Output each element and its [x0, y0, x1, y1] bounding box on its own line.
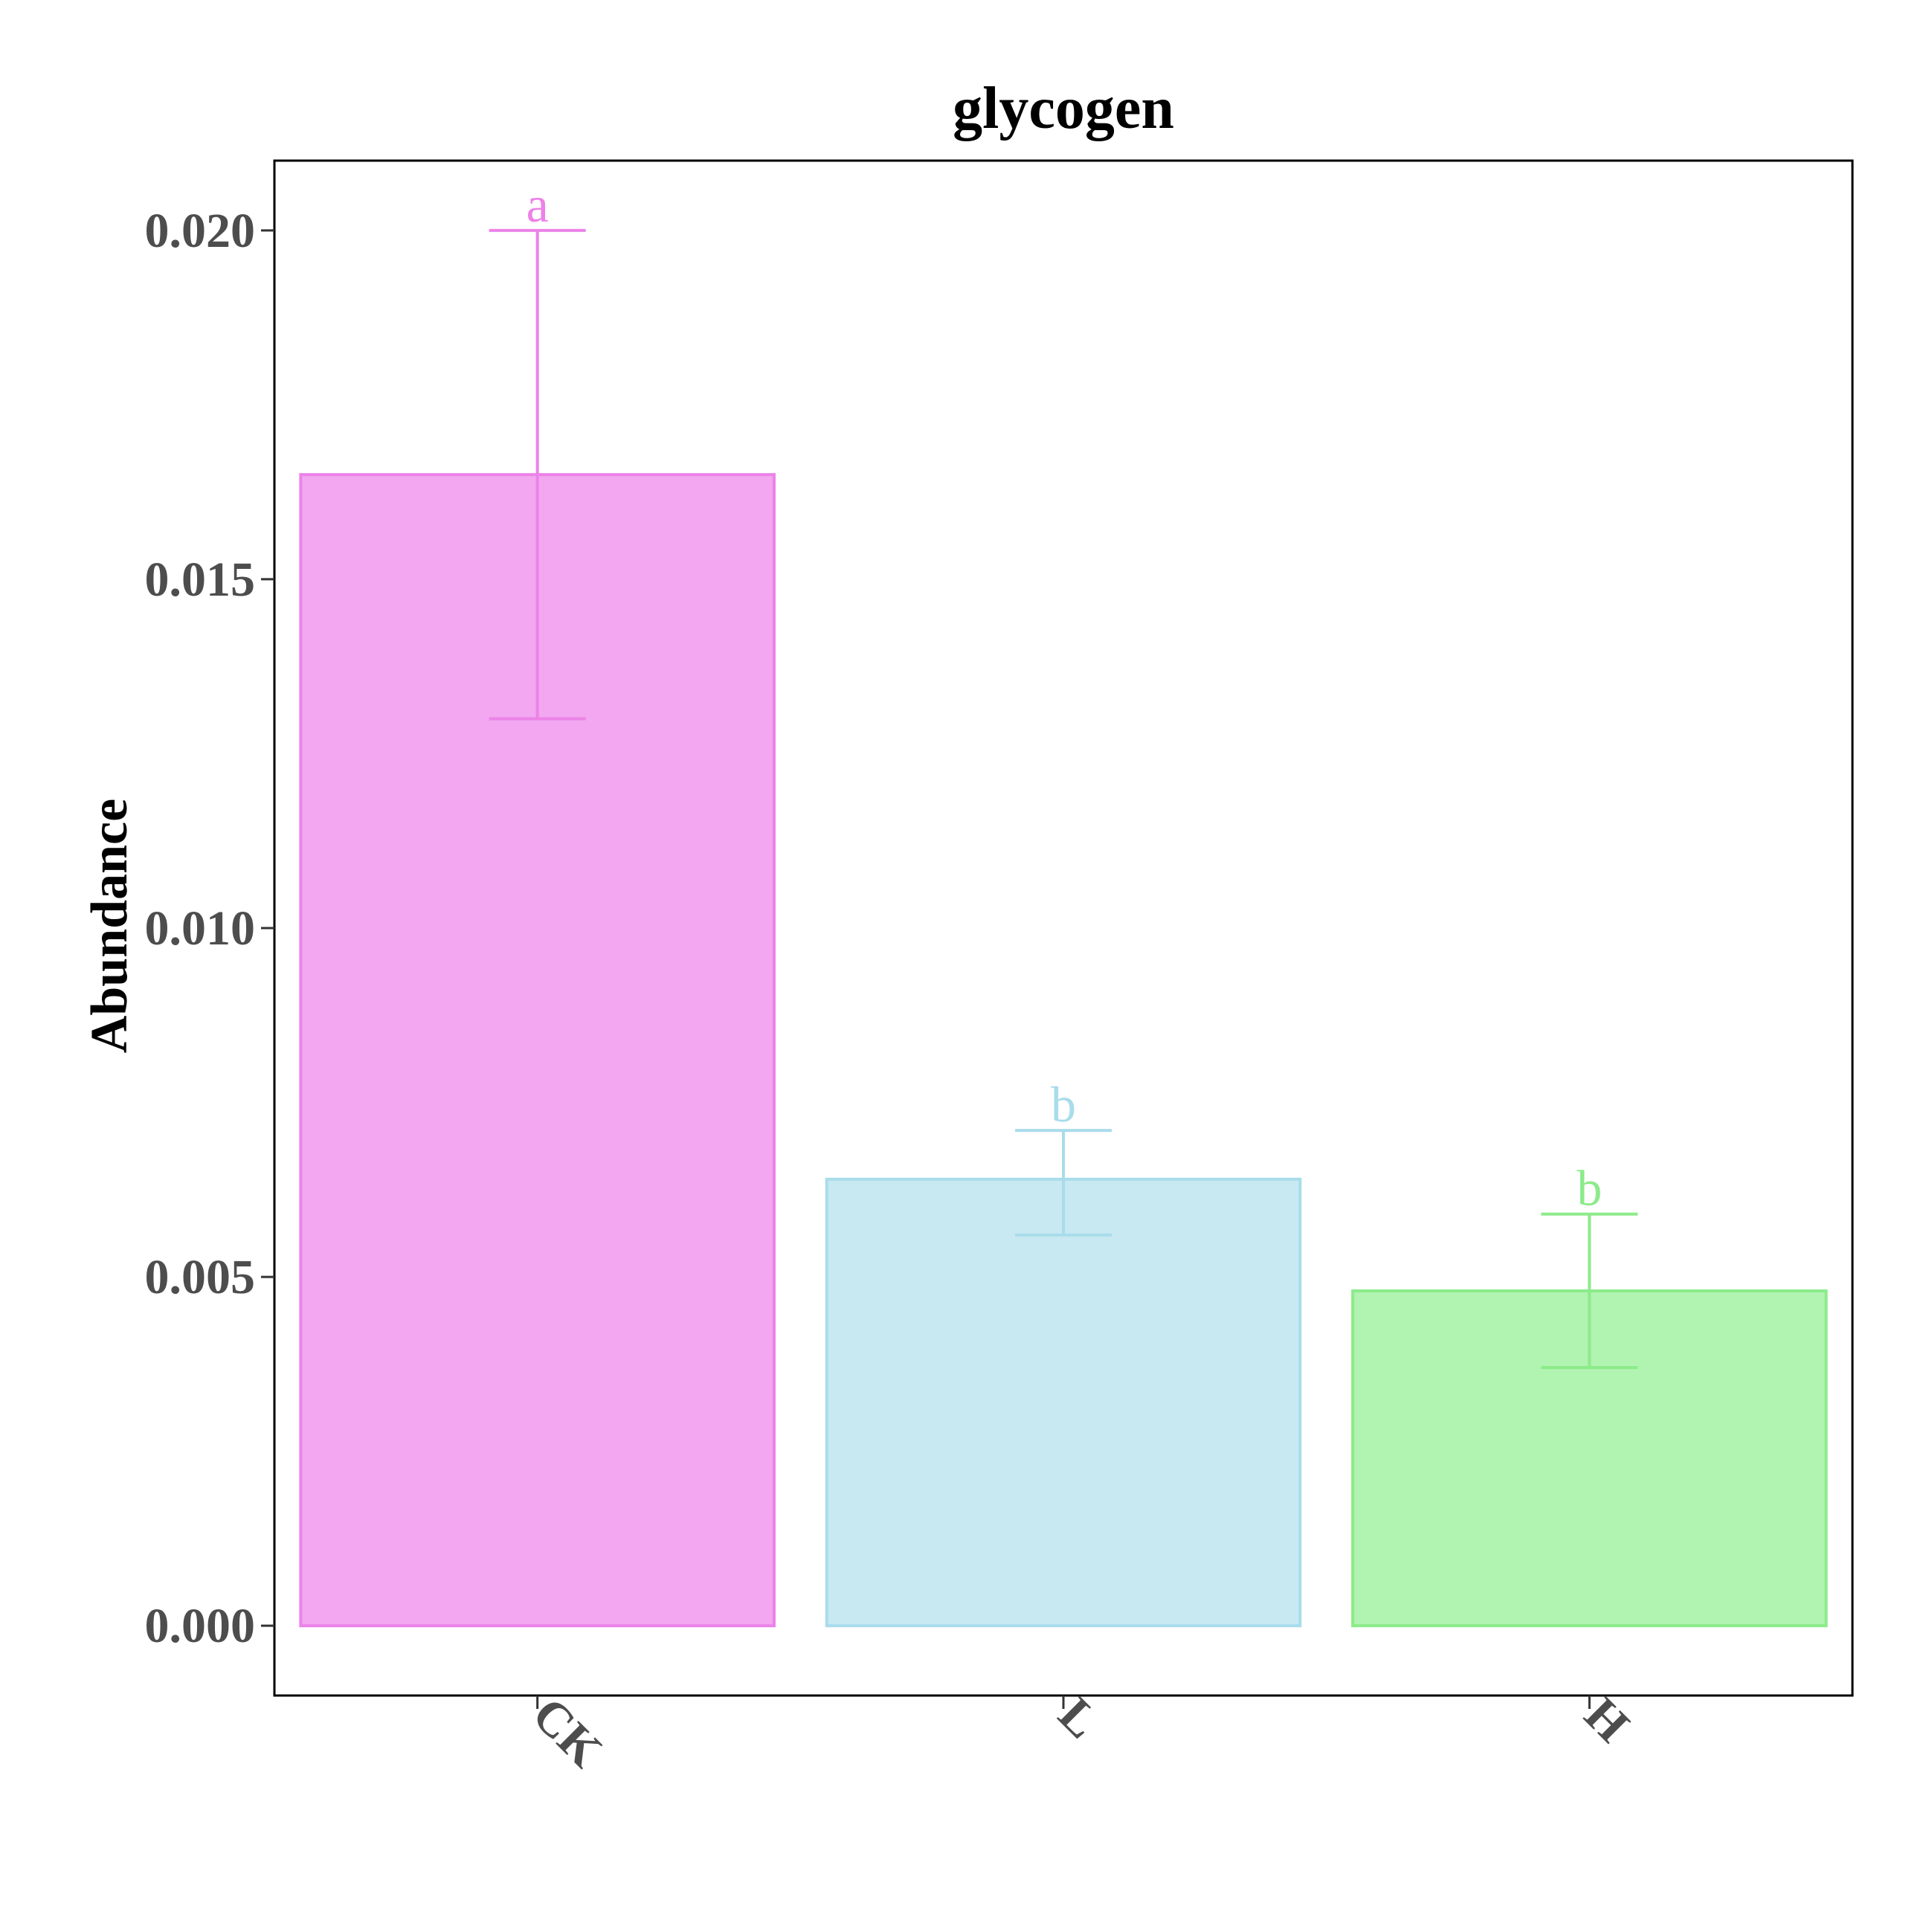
x-tick-label-CK: CK: [522, 1687, 613, 1778]
x-axis: CK L H: [522, 1687, 1640, 1778]
bar-L: [825, 1177, 1302, 1628]
y-axis: 0.000 0.005 0.010 0.015 0.020: [145, 204, 274, 1653]
significance-label-H: b: [1577, 1160, 1602, 1217]
x-tick-label-H: H: [1574, 1687, 1640, 1753]
y-tick-label: 0.015: [145, 553, 256, 607]
significance-label-L: b: [1051, 1076, 1076, 1133]
significance-label-CK: a: [527, 176, 549, 233]
y-tick-label: 0.005: [145, 1250, 256, 1304]
y-tick-label: 0.000: [145, 1599, 256, 1653]
chart-title: glycogen: [953, 76, 1174, 141]
bars: [299, 473, 1828, 1628]
significance-labels: a b b: [527, 176, 1603, 1217]
y-tick-label: 0.020: [145, 204, 256, 258]
y-axis-label: Abundance: [81, 799, 138, 1053]
error-bars: [489, 228, 1638, 1370]
y-tick-label: 0.010: [145, 901, 256, 956]
